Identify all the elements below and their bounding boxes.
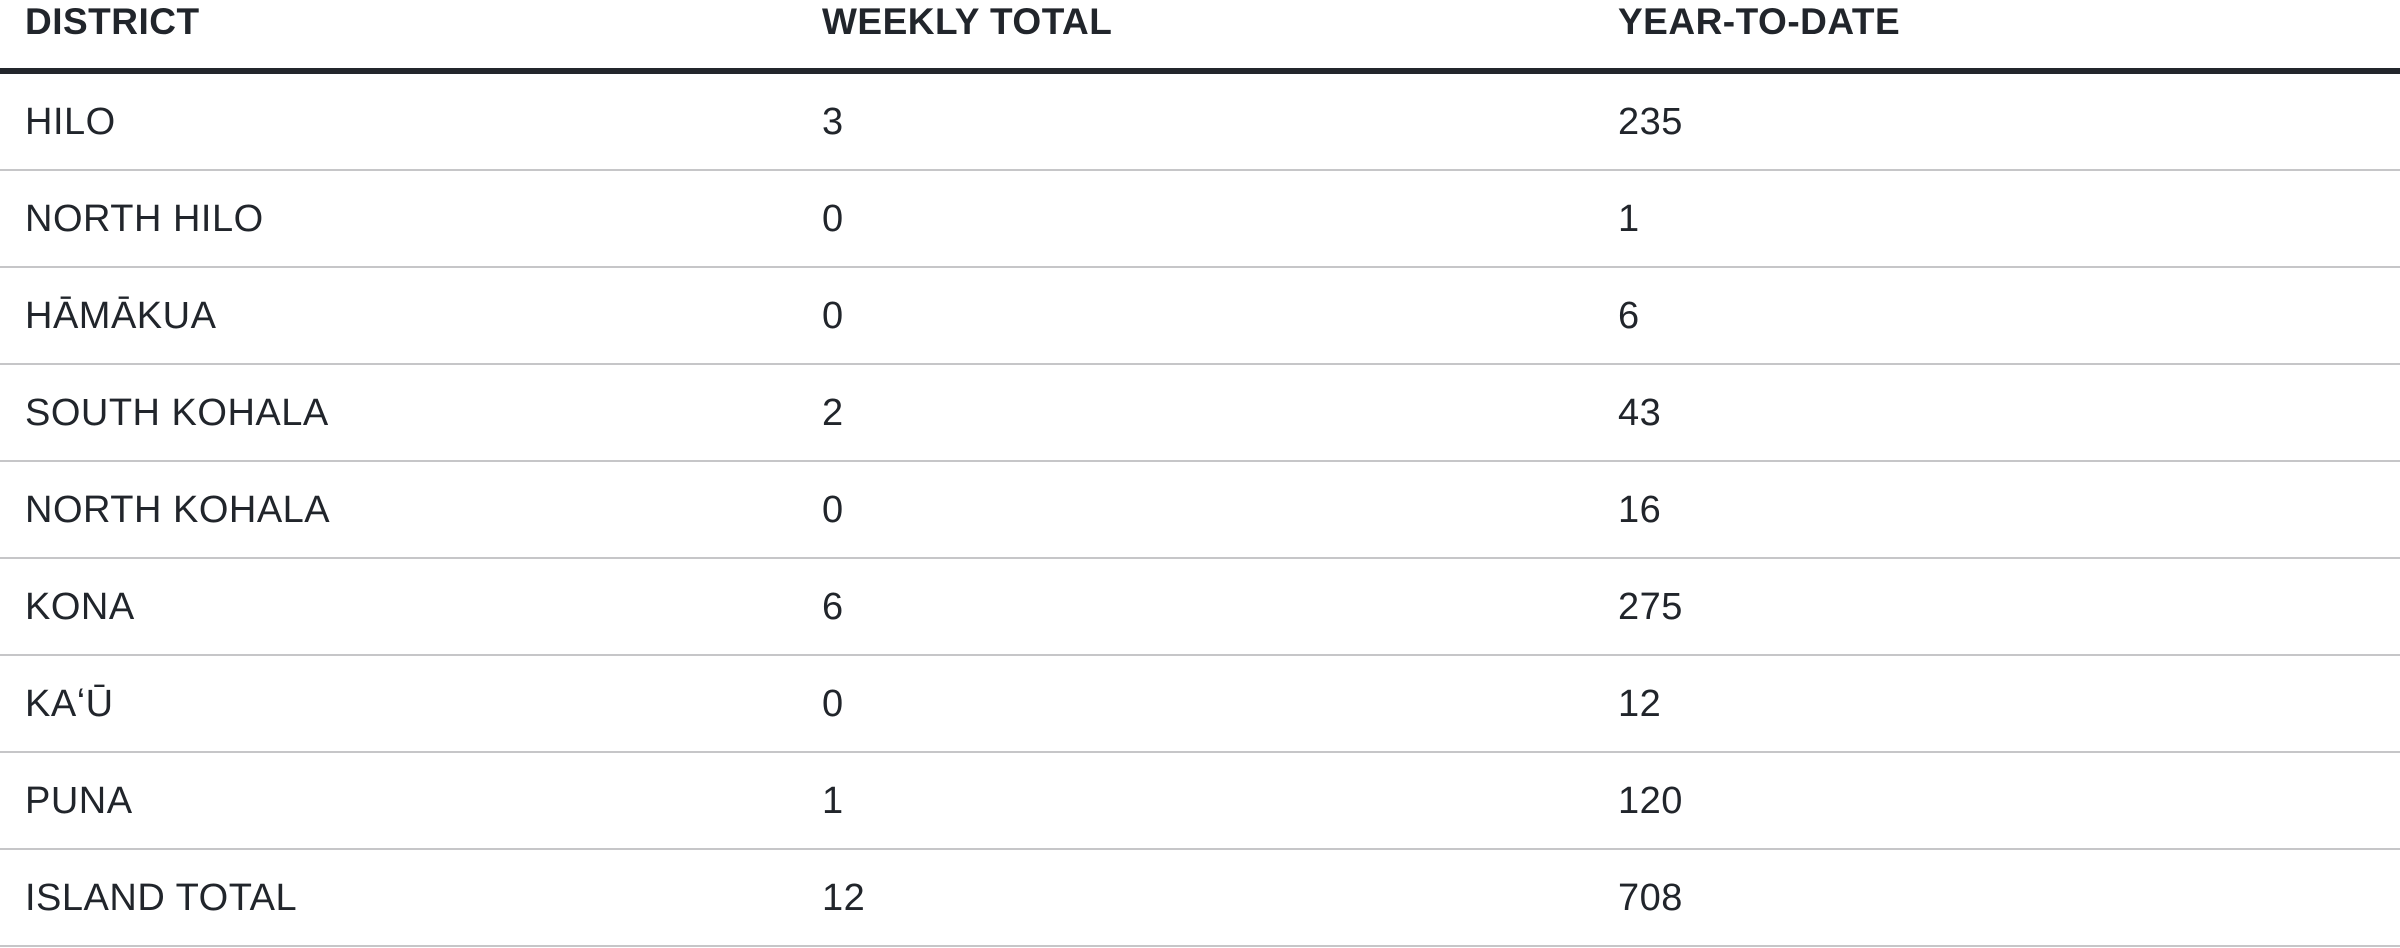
year-to-date-cell: 1 xyxy=(1593,170,2400,268)
district-cell: NORTH HILO xyxy=(0,170,797,268)
weekly-total-cell: 1 xyxy=(797,752,1593,850)
weekly-total-cell: 3 xyxy=(797,71,1593,171)
district-cell: KONA xyxy=(0,558,797,656)
year-to-date-cell: 120 xyxy=(1593,752,2400,850)
table-row: HĀMĀKUA 0 6 xyxy=(0,267,2400,365)
year-to-date-cell: 235 xyxy=(1593,71,2400,171)
weekly-total-cell: 0 xyxy=(797,267,1593,365)
header-row: DISTRICT WEEKLY TOTAL YEAR-TO-DATE xyxy=(0,0,2400,74)
weekly-total-cell: 0 xyxy=(797,655,1593,753)
table-row: NORTH HILO 0 1 xyxy=(0,170,2400,268)
weekly-total-cell: 12 xyxy=(797,849,1593,947)
weekly-total-cell: 0 xyxy=(797,461,1593,559)
district-cell: KAʻŪ xyxy=(0,655,797,753)
table-row: KONA 6 275 xyxy=(0,558,2400,656)
column-header-weekly-total: WEEKLY TOTAL xyxy=(797,0,1593,74)
weekly-total-cell: 6 xyxy=(797,558,1593,656)
year-to-date-cell: 43 xyxy=(1593,364,2400,462)
district-cell: HILO xyxy=(0,71,797,171)
table-header: DISTRICT WEEKLY TOTAL YEAR-TO-DATE xyxy=(0,0,2400,74)
column-header-year-to-date: YEAR-TO-DATE xyxy=(1593,0,2400,74)
table-row: KAʻŪ 0 12 xyxy=(0,655,2400,753)
year-to-date-cell: 6 xyxy=(1593,267,2400,365)
table-row: HILO 3 235 xyxy=(0,71,2400,171)
district-cell: SOUTH KOHALA xyxy=(0,364,797,462)
district-cell: NORTH KOHALA xyxy=(0,461,797,559)
district-cell: PUNA xyxy=(0,752,797,850)
district-cell: HĀMĀKUA xyxy=(0,267,797,365)
weekly-total-cell: 2 xyxy=(797,364,1593,462)
year-to-date-cell: 12 xyxy=(1593,655,2400,753)
column-header-district: DISTRICT xyxy=(0,0,797,74)
year-to-date-cell: 16 xyxy=(1593,461,2400,559)
year-to-date-cell: 708 xyxy=(1593,849,2400,947)
weekly-total-cell: 0 xyxy=(797,170,1593,268)
table-row: ISLAND TOTAL 12 708 xyxy=(0,849,2400,947)
district-cell: ISLAND TOTAL xyxy=(0,849,797,947)
year-to-date-cell: 275 xyxy=(1593,558,2400,656)
table-row: NORTH KOHALA 0 16 xyxy=(0,461,2400,559)
table-row: SOUTH KOHALA 2 43 xyxy=(0,364,2400,462)
table-body: HILO 3 235 NORTH HILO 0 1 HĀMĀKUA 0 6 SOUTH KOHAL… xyxy=(0,71,2400,947)
table-row: PUNA 1 120 xyxy=(0,752,2400,850)
